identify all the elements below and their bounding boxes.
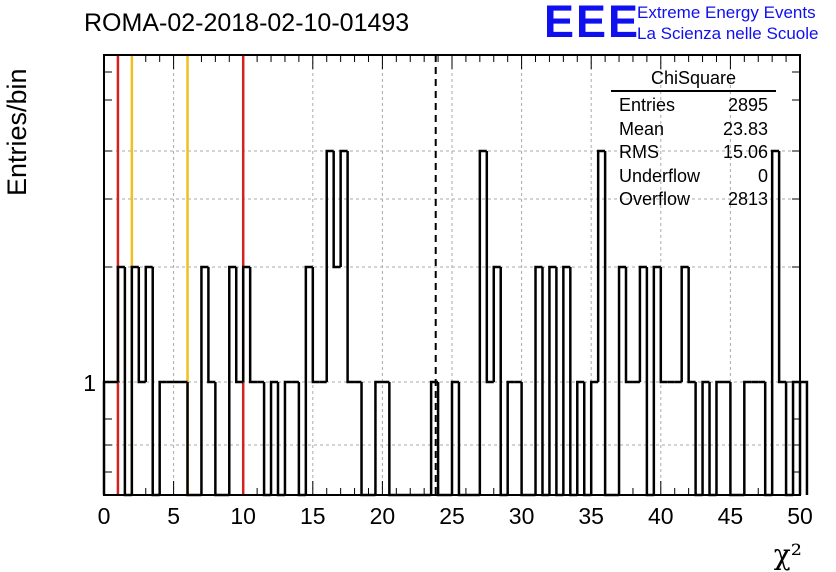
histogram-bin [534, 265, 543, 495]
histogram-bin [777, 151, 787, 384]
histogram-bin [596, 149, 606, 382]
histogram-bin [791, 380, 800, 495]
histogram-bin [283, 380, 292, 495]
eee-logo: EEE [544, 0, 641, 47]
histogram-bin [234, 267, 244, 384]
histogram-bin [638, 265, 647, 382]
histogram-bin [589, 380, 599, 495]
x-tick-label: 15 [300, 503, 326, 529]
plot-frame [103, 54, 801, 496]
histogram-bin [457, 382, 466, 497]
histogram-bin [248, 267, 258, 384]
axis-tick-labels: 0 5 10 15 20 25 30 35 40 45 50 1 χ² [83, 370, 813, 571]
x-axis-label: χ² [774, 538, 802, 571]
histogram-bin [652, 265, 661, 495]
histogram-bin [346, 151, 355, 384]
x-tick-label: 50 [787, 503, 813, 529]
histogram-bin [137, 267, 146, 384]
x-tick-label: 5 [167, 503, 180, 529]
histogram-bin [492, 265, 501, 382]
histogram-bin [680, 265, 689, 382]
histogram-bin [687, 267, 696, 384]
histogram-bin [332, 151, 341, 269]
stats-value: 2813 [727, 189, 768, 209]
stats-value: 2895 [727, 95, 768, 115]
y-tick-label: 1 [83, 370, 96, 396]
histogram-bin [304, 265, 313, 495]
stats-value: 23.83 [722, 118, 768, 139]
histogram-bin [485, 151, 494, 384]
x-tick-label: 45 [718, 503, 744, 529]
x-tick-label: 0 [98, 503, 111, 529]
logo-line-2: La Scienza nelle Scuole [637, 24, 819, 43]
histogram-bin [360, 382, 369, 497]
histogram-bin [144, 265, 153, 382]
histogram-bin [729, 382, 738, 497]
histogram-bin [562, 265, 571, 495]
histogram-bin [548, 265, 557, 495]
histogram-bin [102, 380, 111, 495]
stats-value: 0 [757, 165, 768, 186]
histogram-bin [800, 380, 809, 495]
histogram-bin [743, 380, 752, 495]
histogram-bin [116, 265, 125, 382]
stats-divider [611, 90, 776, 92]
logo-line-1: Extreme Energy Events [637, 3, 816, 22]
histogram-bin [186, 382, 195, 497]
histogram-bin [715, 380, 724, 495]
histogram-bin [339, 149, 348, 267]
y-axis-label: Entries/bin [2, 68, 32, 196]
histogram-bin [228, 265, 237, 495]
histogram-bin [325, 149, 334, 382]
stats-title: ChiSquare [650, 68, 737, 88]
histogram-bin [478, 149, 487, 495]
histogram-bin [617, 265, 626, 495]
stats-label: Overflow [619, 189, 691, 209]
x-tick-label: 10 [230, 503, 256, 529]
x-tick-label: 30 [509, 503, 535, 529]
histogram-bin [576, 380, 585, 495]
histogram-bin [374, 380, 383, 495]
stats-row-entries: Entries 2895 [611, 94, 776, 118]
histogram-bin [429, 380, 439, 495]
stats-row-underflow: Underflow 0 [611, 165, 776, 189]
histogram-bin [520, 382, 529, 497]
histogram-bin [450, 380, 459, 495]
histogram-bin [624, 267, 633, 384]
stats-label: Entries [619, 95, 676, 115]
histogram-bin [200, 265, 209, 495]
histogram-bin [207, 267, 216, 384]
stats-row-rms: RMS 15.06 [611, 141, 776, 165]
histogram-bin [269, 380, 278, 495]
stats-label: Underflow [619, 165, 701, 186]
stats-box: ChiSquare Entries 2895 Mean 23.83 RMS 15… [611, 66, 776, 212]
histogram-bin [158, 380, 167, 495]
histogram-bin [659, 267, 668, 384]
histogram-bin [506, 380, 515, 495]
stats-row-mean: Mean 23.83 [611, 118, 776, 142]
x-tick-label: 40 [648, 503, 674, 529]
histogram-bin [436, 382, 446, 497]
histogram-bin [770, 149, 780, 495]
chart-title: ROMA-02-2018-02-10-01493 [84, 9, 410, 37]
x-tick-label: 20 [370, 503, 396, 529]
stats-value: 15.06 [722, 142, 768, 162]
histogram-bin [388, 382, 397, 497]
histogram-bin [701, 380, 710, 495]
histogram-bin [214, 382, 223, 497]
stats-label: RMS [619, 142, 659, 162]
histogram-bin [130, 265, 139, 495]
x-tick-label: 25 [439, 503, 465, 529]
stats-row-overflow: Overflow 2813 [611, 188, 776, 212]
histogram-bin [241, 265, 251, 382]
x-tick-label: 35 [578, 503, 604, 529]
histogram-bin [311, 267, 320, 384]
stats-label: Mean [619, 118, 665, 139]
